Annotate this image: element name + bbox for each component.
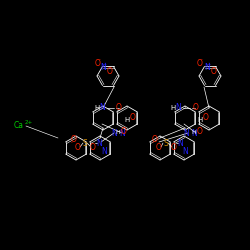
Text: O: O	[197, 126, 203, 136]
Text: N: N	[183, 128, 189, 138]
Text: S: S	[164, 138, 168, 147]
Text: O: O	[71, 136, 77, 144]
Text: O: O	[95, 58, 101, 68]
Text: O: O	[130, 114, 136, 122]
Text: -: -	[201, 58, 203, 62]
Text: -: -	[71, 140, 73, 145]
Text: N: N	[111, 128, 117, 138]
Text: O: O	[116, 104, 122, 112]
Text: H: H	[192, 130, 196, 136]
Text: O: O	[107, 68, 113, 76]
Text: -: -	[152, 140, 154, 145]
Text: N: N	[182, 146, 188, 156]
Text: N: N	[96, 138, 102, 147]
Text: N: N	[191, 128, 197, 138]
Text: O: O	[156, 142, 162, 152]
Text: O: O	[197, 58, 203, 68]
Text: O: O	[171, 142, 177, 152]
Text: -: -	[99, 58, 101, 62]
Text: Ca: Ca	[14, 122, 24, 130]
Text: O: O	[90, 142, 96, 152]
Text: O: O	[75, 142, 81, 152]
Text: O: O	[193, 104, 199, 112]
Text: O: O	[203, 114, 209, 122]
Text: O: O	[211, 68, 217, 76]
Text: H: H	[124, 117, 130, 123]
Text: 2+: 2+	[25, 120, 33, 126]
Text: S: S	[82, 138, 87, 147]
Text: +: +	[103, 62, 107, 68]
Text: N: N	[175, 104, 181, 112]
Text: N: N	[99, 104, 105, 112]
Text: N: N	[119, 128, 125, 138]
Text: H: H	[170, 105, 175, 111]
Text: H: H	[198, 117, 202, 123]
Text: H: H	[94, 105, 100, 111]
Text: H: H	[116, 130, 120, 136]
Text: O: O	[152, 136, 158, 144]
Text: N: N	[101, 146, 107, 156]
Text: N: N	[177, 138, 183, 147]
Text: +: +	[207, 62, 211, 68]
Text: O: O	[121, 126, 127, 136]
Text: N: N	[100, 64, 106, 72]
Text: N: N	[204, 64, 210, 72]
